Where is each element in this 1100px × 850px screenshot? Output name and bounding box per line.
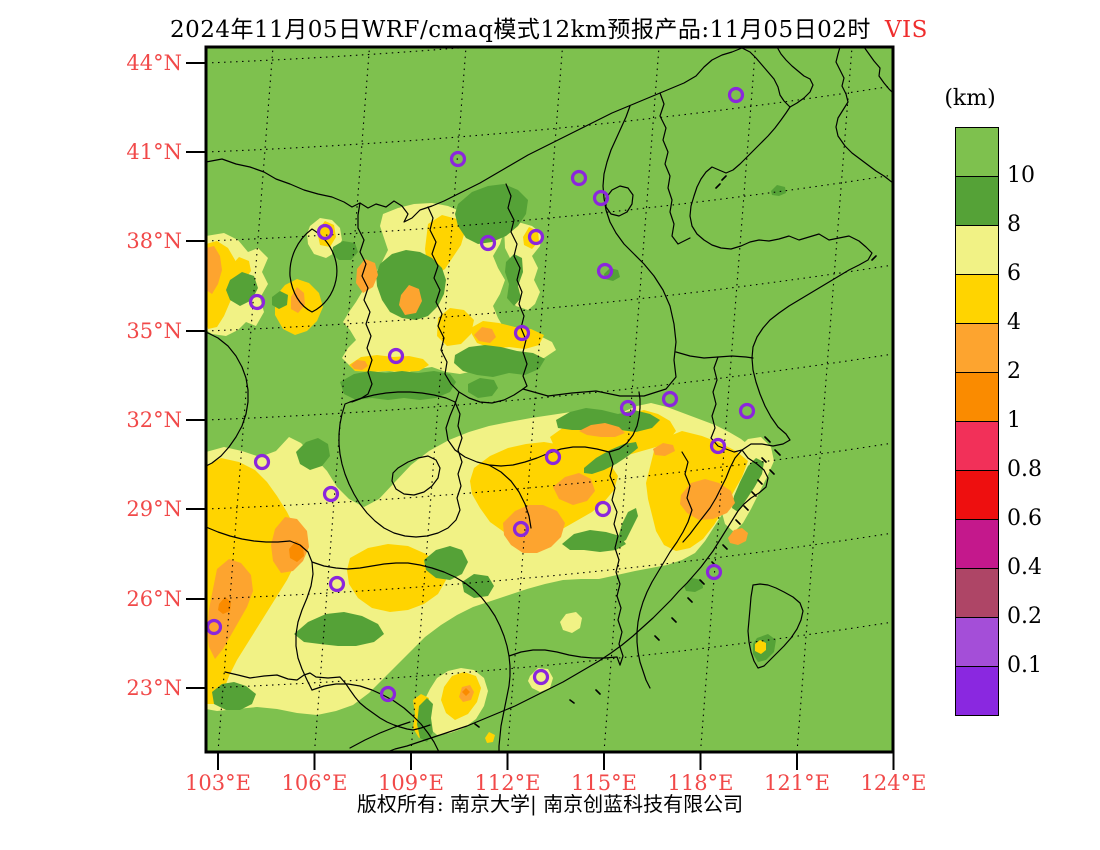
city-marker — [727, 86, 745, 104]
meridian-line — [796, 47, 853, 752]
meridian-line — [603, 47, 660, 752]
lon-label: 115°E — [571, 771, 637, 795]
legend-swatch — [956, 275, 998, 324]
parallel-line — [206, 85, 893, 153]
title-variable: VIS — [884, 17, 928, 43]
legend-value: 2 — [1007, 359, 1021, 384]
legend-swatch — [956, 520, 998, 569]
city-marker — [596, 262, 614, 280]
lon-label: 121°E — [764, 771, 830, 795]
legend-swatch — [956, 569, 998, 618]
city-marker — [449, 150, 467, 168]
city-markers — [205, 86, 756, 703]
lat-label: 29°N — [126, 497, 182, 521]
legend-value: 0.6 — [1007, 506, 1042, 531]
city-marker — [705, 563, 723, 581]
map-frame — [204, 45, 895, 754]
city-marker — [248, 293, 266, 311]
lat-label: 32°N — [126, 408, 182, 432]
city-marker — [532, 668, 550, 686]
city-marker — [512, 520, 530, 538]
parallel-line — [206, 353, 893, 421]
parallel-line — [206, 442, 893, 510]
graticule-grid — [206, 47, 893, 752]
legend-value: 0.8 — [1007, 457, 1042, 482]
lat-label: 38°N — [126, 229, 182, 253]
legend-unit-label: (km) — [944, 86, 996, 111]
meridian-line — [313, 47, 371, 752]
parallel-line — [206, 174, 893, 242]
lon-label: 124°E — [860, 771, 927, 795]
title-text: 2024年11月05日WRF/cmaq模式12km预报产品:11月05日02时 — [170, 17, 871, 43]
copyright-text: 版权所有: 南京大学| 南京创蓝科技有限公司 — [356, 792, 744, 816]
city-marker — [379, 685, 397, 703]
lat-label: 23°N — [126, 676, 182, 700]
legend-swatch — [956, 422, 998, 471]
parallel-line — [206, 264, 893, 332]
legend-swatch — [956, 667, 998, 715]
lat-label: 26°N — [126, 587, 182, 611]
legend-value: 0.1 — [1007, 653, 1042, 678]
boundary-lines — [206, 47, 893, 752]
meridian-line — [699, 47, 757, 752]
legend-value: 0.4 — [1007, 555, 1042, 580]
legend-swatch — [956, 226, 998, 275]
city-marker — [619, 399, 637, 417]
legend-swatch — [956, 471, 998, 520]
city-marker — [592, 189, 610, 207]
city-marker — [387, 347, 405, 365]
city-marker — [322, 485, 340, 503]
city-marker — [479, 234, 497, 252]
legend-value: 0.2 — [1007, 604, 1042, 629]
lon-label: 109°E — [378, 771, 444, 795]
city-marker — [709, 437, 727, 455]
page-title: 2024年11月05日WRF/cmaq模式12km预报产品:11月05日02时 V… — [170, 10, 927, 44]
lon-label: 112°E — [474, 771, 541, 795]
city-marker — [594, 500, 612, 518]
lat-label: 35°N — [126, 319, 182, 343]
lon-label: 118°E — [667, 771, 734, 795]
legend-value: 8 — [1007, 212, 1021, 237]
legend-value: 10 — [1007, 163, 1035, 188]
meridian-line — [217, 47, 274, 752]
city-marker — [513, 324, 531, 342]
city-marker — [544, 448, 562, 466]
city-marker — [527, 228, 545, 246]
meridian-line — [892, 751, 893, 752]
city-marker — [253, 453, 271, 471]
legend-value: 4 — [1007, 310, 1021, 335]
lat-label: 41°N — [126, 140, 182, 164]
lon-label: 106°E — [281, 771, 348, 795]
city-marker — [738, 402, 756, 420]
legend-swatch — [956, 324, 998, 373]
legend-swatch — [956, 177, 998, 226]
lon-label: 103°E — [185, 771, 251, 795]
city-marker — [570, 169, 588, 187]
legend-swatch — [956, 128, 998, 177]
legend-value: 1 — [1007, 408, 1021, 433]
axis-ticks — [186, 62, 895, 770]
city-marker — [661, 390, 679, 408]
legend-swatch — [956, 373, 998, 422]
legend-value: 6 — [1007, 261, 1021, 286]
meridian-line — [506, 47, 564, 752]
city-marker — [328, 575, 346, 593]
lat-label: 44°N — [126, 51, 182, 75]
legend-colorbar — [955, 127, 999, 716]
parallel-line — [206, 621, 893, 689]
islet-marks — [474, 175, 877, 728]
parallel-line — [206, 532, 893, 600]
city-marker — [316, 223, 334, 241]
legend-swatch — [956, 618, 998, 667]
